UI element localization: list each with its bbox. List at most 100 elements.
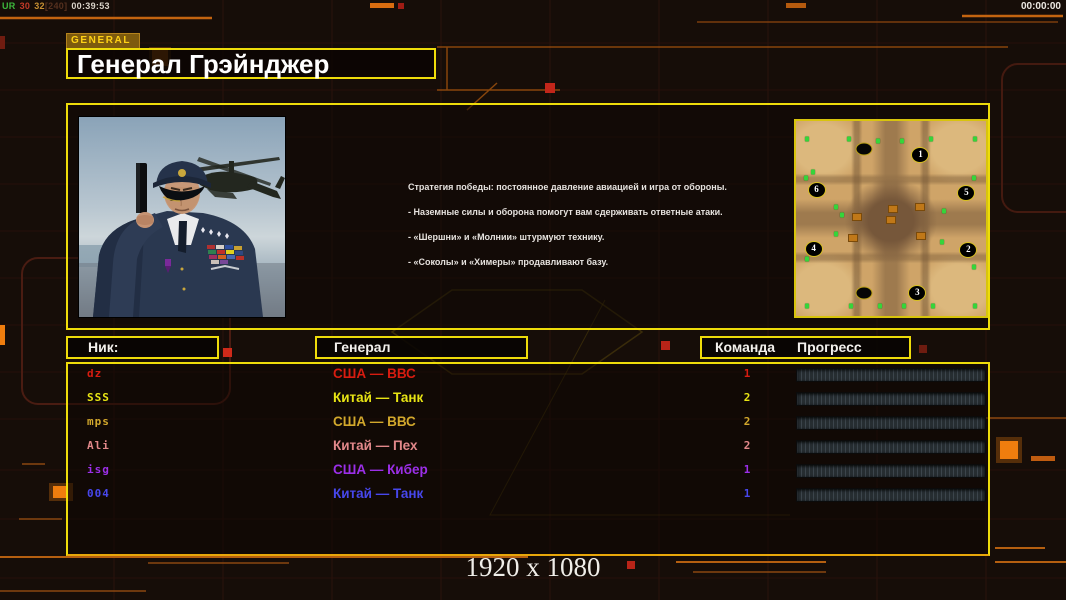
player-general: США — ВВС: [333, 414, 416, 429]
header-nick: Ник:: [66, 336, 219, 359]
structure-marker: [851, 212, 862, 221]
general-tab: GENERAL: [66, 33, 140, 49]
player-progress-bar: [796, 464, 986, 478]
resource-dot: [971, 264, 976, 270]
header-progress-label: Прогресс: [797, 339, 862, 355]
player-row: dz США — ВВС 1: [68, 364, 988, 384]
header-nick-label: Ник:: [88, 339, 119, 355]
debug-readout: UR 30 32[240] 00:39:53: [2, 1, 114, 11]
player-row: isg США — Кибер 1: [68, 460, 988, 480]
briefing-line: - «Шершни» и «Молнии» штурмуют технику.: [408, 232, 605, 242]
briefing-line: - Наземные силы и оборона помогут вам сд…: [408, 207, 723, 217]
general-portrait-art: [79, 117, 285, 317]
player-progress-bar: [796, 392, 986, 406]
header-general-label: Генерал: [334, 339, 391, 355]
resource-dot: [833, 204, 838, 210]
resource-dot: [942, 208, 947, 214]
resource-dot: [902, 303, 907, 309]
title-box: Генерал Грэйнджер: [66, 48, 436, 79]
player-team: 1: [743, 487, 751, 500]
resource-dot: [930, 303, 935, 309]
resource-dot: [805, 303, 810, 309]
structure-marker: [916, 232, 927, 241]
debug-value-3: [240]: [44, 1, 68, 11]
start-position-4: 4: [804, 241, 823, 258]
debug-time: 00:39:53: [71, 1, 110, 11]
structure-marker: [886, 216, 896, 225]
player-team: 2: [743, 439, 751, 452]
player-row: SSS Китай — Танк 2: [68, 388, 988, 408]
player-table: dz США — ВВС 1 SSS Китай — Танк 2 mps СШ…: [66, 362, 990, 556]
match-timer: 00:00:00: [1020, 1, 1061, 12]
resource-dot: [875, 138, 880, 143]
briefing-line: Стратегия победы: постоянное давление ав…: [408, 182, 727, 192]
player-nick: isg: [87, 463, 110, 476]
service-ribbons: [207, 245, 244, 270]
resolution-label: 1920 x 1080: [465, 552, 601, 582]
general-figure: [93, 161, 263, 317]
resource-dot: [972, 303, 977, 309]
structure-marker: [887, 204, 898, 213]
player-team: 1: [743, 367, 751, 380]
resource-dot: [972, 136, 977, 142]
resource-dot: [928, 136, 933, 142]
resource-dot: [940, 239, 945, 245]
resource-dot: [900, 138, 905, 143]
general-info-panel: Стратегия победы: постоянное давление ав…: [66, 103, 990, 330]
player-progress-bar: [796, 416, 986, 430]
player-general: Китай — Танк: [333, 486, 424, 501]
page-title: Генерал Грэйнджер: [77, 49, 330, 79]
minimap: 1 2 3 4 5 6: [794, 119, 988, 318]
player-general: Китай — Танк: [333, 390, 424, 405]
player-nick: dz: [87, 367, 103, 380]
general-tab-label: GENERAL: [71, 35, 132, 46]
player-nick: 004: [87, 487, 110, 500]
resource-dot: [849, 303, 854, 309]
start-position-3: 3: [908, 285, 927, 302]
player-row: mps США — ВВС 2: [68, 412, 988, 432]
resource-dot: [839, 212, 844, 218]
resource-dot: [847, 136, 852, 142]
briefing-line: - «Соколы» и «Химеры» продавливают базу.: [408, 257, 609, 267]
player-progress-bar: [796, 488, 986, 502]
resource-dot: [804, 256, 809, 262]
structure-marker: [848, 234, 858, 242]
player-nick: SSS: [87, 391, 110, 404]
strategy-briefing: Стратегия победы: постоянное давление ав…: [408, 175, 768, 275]
resource-dot: [971, 175, 976, 181]
header-team-progress: Команда Прогресс: [700, 336, 911, 359]
player-team: 1: [743, 463, 751, 476]
player-nick: mps: [87, 415, 110, 428]
debug-value-1: 30: [19, 1, 31, 11]
player-row: 004 Китай — Танк 1: [68, 484, 988, 504]
supply-hole: [855, 286, 873, 300]
start-position-2: 2: [959, 242, 978, 259]
resource-dot: [811, 169, 816, 175]
general-portrait: [78, 116, 286, 318]
player-general: США — ВВС: [333, 366, 416, 381]
header-general: Генерал: [315, 336, 528, 359]
resource-dot: [805, 136, 810, 142]
player-general: Китай — Пех: [333, 438, 418, 453]
player-progress-bar: [796, 440, 986, 454]
resource-dot: [804, 175, 809, 181]
structure-marker: [914, 202, 925, 211]
debug-value-2: 32: [34, 1, 45, 11]
player-general: США — Кибер: [333, 462, 428, 477]
header-team-label: Команда: [715, 339, 775, 355]
player-nick: Ali: [87, 439, 110, 452]
resource-dot: [877, 303, 882, 309]
player-progress-bar: [796, 368, 986, 382]
start-position-6: 6: [807, 181, 826, 198]
start-position-5: 5: [957, 184, 976, 201]
start-position-1: 1: [911, 147, 930, 164]
player-team: 2: [743, 391, 751, 404]
helicopter-silhouette: [187, 157, 285, 199]
supply-hole: [855, 142, 873, 156]
debug-ur: UR: [2, 1, 16, 11]
resource-dot: [833, 231, 838, 237]
player-team: 2: [743, 415, 751, 428]
player-row: Ali Китай — Пех 2: [68, 436, 988, 456]
